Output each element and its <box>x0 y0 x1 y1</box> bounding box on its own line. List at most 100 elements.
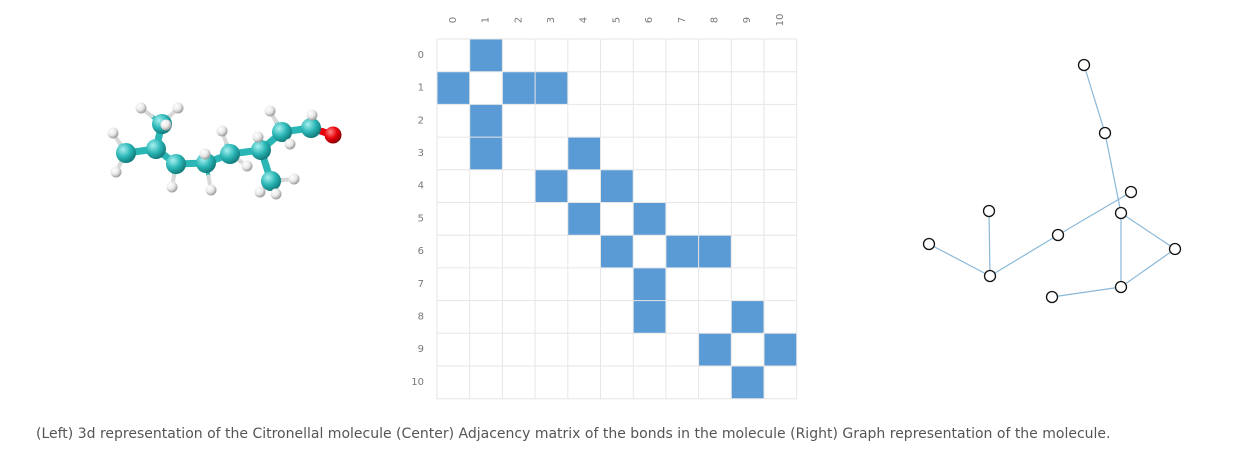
matrix-cell-2-1 <box>469 104 503 138</box>
hydrogen-atom <box>254 186 266 198</box>
matrix-grid <box>436 38 798 400</box>
graph-edge-1-3 <box>1104 132 1122 214</box>
carbon-atom <box>272 122 292 142</box>
matrix-cell-7-6 <box>633 267 666 301</box>
hydrogen-atom <box>288 173 300 185</box>
col-label-3: 3 <box>546 17 557 23</box>
hydrogen-atom <box>284 138 296 150</box>
graph-node-6 <box>982 204 996 218</box>
col-label-4: 4 <box>579 17 590 23</box>
col-label-8: 8 <box>709 17 720 23</box>
matrix-cell-1-2 <box>502 71 536 105</box>
hydrogen-atom <box>241 160 253 172</box>
hydrogen-atom <box>252 131 264 143</box>
graph-node-7 <box>922 237 936 251</box>
hydrogen-atom <box>160 119 172 131</box>
graph-edge-8-7 <box>928 243 991 277</box>
hydrogen-atom <box>306 109 318 121</box>
graph-edge-0-1 <box>1083 64 1106 134</box>
matrix-cell-5-4 <box>567 202 601 236</box>
matrix-cell-9-8 <box>698 333 732 366</box>
row-label-9: 9 <box>418 344 424 355</box>
carbon-atom <box>220 144 240 164</box>
col-label-9: 9 <box>742 17 753 23</box>
matrix-cell-0-1 <box>469 39 503 72</box>
hydrogen-atom <box>172 102 184 114</box>
row-label-10: 10 <box>411 377 424 388</box>
graph-edges <box>928 64 1176 298</box>
hydrogen-atom <box>110 166 122 178</box>
matrix-column-labels: 0 1 2 3 4 5 6 7 8 9 10 <box>448 14 786 27</box>
graph-edge-9-10 <box>1051 286 1122 298</box>
graph-node-3 <box>1114 206 1128 220</box>
graph-node-4 <box>1168 242 1182 256</box>
col-label-5: 5 <box>611 17 622 23</box>
row-label-8: 8 <box>418 311 424 322</box>
graph-node-9 <box>1114 280 1128 294</box>
graph-edge-3-4 <box>1120 212 1176 250</box>
matrix-cell-8-6 <box>633 300 666 334</box>
matrix-cell-6-7 <box>665 235 699 268</box>
carbon-atom <box>261 171 281 191</box>
figure-caption: (Left) 3d representation of the Citronel… <box>36 426 1111 442</box>
matrix-cell-1-3 <box>535 71 568 105</box>
matrix-cell-8-9 <box>731 300 764 334</box>
graph-node-0 <box>1077 58 1091 72</box>
adjacency-matrix: 0 1 2 3 4 5 6 7 8 9 10 0 1 2 3 4 5 6 7 8 9 10 <box>411 14 798 400</box>
matrix-cell-3-1 <box>469 137 503 170</box>
row-label-4: 4 <box>418 181 424 192</box>
hydrogen-atom <box>199 148 211 160</box>
col-label-0: 0 <box>448 17 459 23</box>
carbon-atom <box>251 140 271 160</box>
matrix-cell-6-8 <box>698 235 732 268</box>
hydrogen-atom <box>216 125 228 137</box>
col-label-6: 6 <box>644 17 655 23</box>
matrix-cell-5-6 <box>633 202 666 236</box>
carbon-atom <box>196 153 216 173</box>
matrix-row-labels: 0 1 2 3 4 5 6 7 8 9 10 <box>411 50 424 388</box>
matrix-cell-1-0 <box>437 71 470 105</box>
graph-node-8 <box>983 269 997 283</box>
hydrogen-atom <box>107 127 119 139</box>
col-label-1: 1 <box>481 17 492 23</box>
graph-edge-2-5 <box>1057 191 1132 236</box>
row-label-1: 1 <box>418 83 424 94</box>
carbon-atom <box>116 143 136 163</box>
matrix-cell-10-9 <box>731 366 764 399</box>
col-label-7: 7 <box>677 17 688 23</box>
row-label-7: 7 <box>418 279 424 290</box>
carbon-atom <box>146 139 166 159</box>
matrix-cells <box>437 39 797 399</box>
hydrogen-atom <box>166 181 178 193</box>
graph-node-5 <box>1051 228 1065 242</box>
hydrogen-atom <box>270 188 282 200</box>
graph-edge-5-8 <box>989 234 1059 277</box>
carbon-atom <box>166 154 186 174</box>
matrix-cell-4-3 <box>535 169 568 203</box>
graph-edge-8-6 <box>988 210 991 277</box>
matrix-cell-4-5 <box>600 169 634 203</box>
molecule-3d-model <box>107 102 342 200</box>
matrix-cell-3-4 <box>567 137 601 170</box>
row-label-2: 2 <box>418 115 424 126</box>
graph-edge-4-9 <box>1120 248 1176 288</box>
graph-node-1 <box>1098 126 1112 140</box>
hydrogen-atom <box>205 184 217 196</box>
hydrogen-atom <box>135 102 147 114</box>
molecule-graph <box>922 58 1182 304</box>
col-label-2: 2 <box>513 17 524 23</box>
graph-node-10 <box>1045 290 1059 304</box>
col-label-10: 10 <box>775 14 786 27</box>
row-label-3: 3 <box>418 148 424 159</box>
graph-node-2 <box>1124 185 1138 199</box>
hydrogen-atom <box>264 105 276 117</box>
matrix-cell-6-5 <box>600 235 634 268</box>
row-label-5: 5 <box>418 213 424 224</box>
row-label-0: 0 <box>418 50 424 61</box>
carbon-atom <box>301 118 321 138</box>
oxygen-atom <box>324 126 342 144</box>
row-label-6: 6 <box>418 246 424 257</box>
graph-nodes <box>922 58 1182 304</box>
matrix-cell-9-10 <box>764 333 797 366</box>
